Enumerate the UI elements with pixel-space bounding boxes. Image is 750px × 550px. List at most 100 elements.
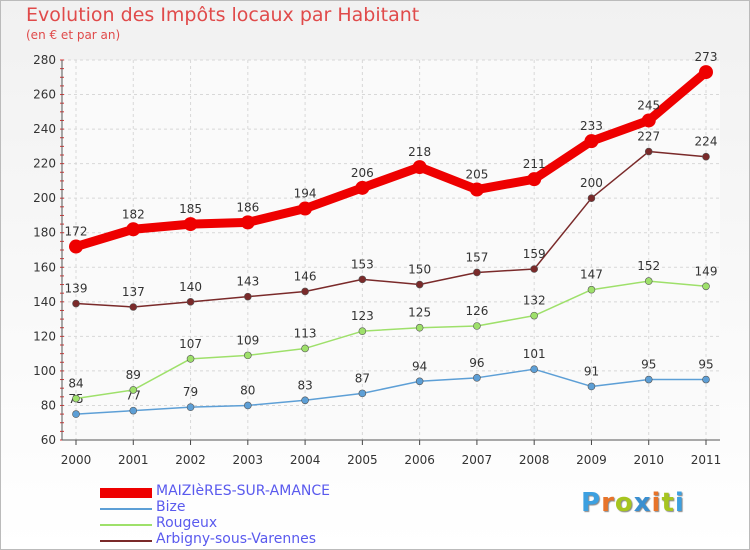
data-point [69, 239, 83, 254]
data-point [129, 406, 138, 415]
data-label: 186 [236, 200, 259, 214]
data-point [415, 377, 424, 386]
data-point [527, 172, 542, 187]
data-point [358, 327, 367, 335]
data-point [301, 287, 309, 296]
data-label: 233 [580, 119, 603, 133]
data-point [72, 394, 80, 403]
data-label: 200 [580, 176, 603, 190]
x-tick-label: 2000 [61, 453, 92, 467]
x-tick-label: 2002 [175, 453, 206, 467]
data-label: 95 [698, 358, 713, 372]
x-tick-label: 2003 [233, 453, 264, 467]
data-point [358, 275, 367, 284]
legend-label-rougeux: Rougeux [156, 515, 218, 531]
data-label: 77 [126, 389, 141, 403]
data-label: 172 [65, 225, 88, 239]
y-tick-label: 160 [33, 260, 56, 274]
data-point [587, 194, 596, 202]
data-label: 125 [408, 306, 431, 320]
x-tick-label: 2010 [633, 453, 664, 467]
y-tick-label: 280 [33, 53, 56, 67]
y-tick-label: 120 [33, 329, 56, 343]
series-line-3 [75, 150, 707, 308]
x-tick-label: 2011 [691, 453, 722, 467]
data-point [72, 299, 80, 308]
data-label: 185 [179, 202, 202, 216]
logo-letter: r [601, 488, 615, 518]
data-point [473, 374, 481, 382]
data-point [530, 265, 538, 273]
y-tick-label: 80 [41, 398, 56, 412]
logo-letter: o [614, 488, 634, 518]
data-point [186, 403, 195, 411]
data-label: 107 [179, 337, 202, 351]
logo-letter: i [651, 488, 662, 518]
data-label: 159 [523, 247, 546, 261]
data-label: 227 [637, 130, 660, 144]
x-tick-label: 2007 [462, 453, 493, 467]
data-point [301, 396, 309, 405]
data-label: 83 [297, 378, 312, 392]
data-label: 139 [65, 282, 88, 296]
data-label: 126 [465, 304, 488, 318]
data-label: 89 [126, 368, 141, 382]
logo-letter: x [633, 488, 652, 518]
data-point [644, 375, 653, 384]
series-line-1 [75, 368, 707, 415]
legend-swatch-maizieres [100, 488, 152, 498]
x-tick-label: 2009 [576, 453, 607, 467]
data-point [702, 282, 710, 291]
y-tick-label: 180 [33, 226, 56, 240]
data-label: 132 [523, 294, 546, 308]
y-tick-label: 240 [33, 122, 56, 136]
data-label: 123 [351, 309, 374, 323]
proxiti-logo: Proxiti [581, 488, 685, 518]
data-label: 147 [580, 268, 603, 282]
data-point [473, 268, 481, 277]
data-point [355, 180, 370, 195]
legend-label-arbigny: Arbigny-sous-Varennes [156, 531, 317, 547]
data-point [702, 375, 710, 384]
data-label: 245 [637, 98, 660, 112]
logo-letter: P [581, 488, 602, 518]
y-tick-label: 60 [41, 433, 56, 447]
x-tick-label: 2004 [290, 453, 321, 467]
legend-swatch-arbigny [100, 540, 152, 542]
logo-letter: t [661, 488, 675, 518]
legend-label-bize: Bize [156, 499, 186, 515]
data-label: 194 [294, 187, 317, 201]
data-label: 79 [183, 385, 198, 399]
y-tick-label: 200 [33, 191, 56, 205]
series-line-0 [71, 67, 711, 252]
data-point [240, 215, 255, 230]
series-line-2 [75, 280, 707, 400]
data-point [415, 323, 424, 332]
data-label: 96 [469, 356, 484, 370]
data-label: 157 [465, 250, 488, 264]
data-point [641, 113, 656, 128]
x-tick-label: 2005 [347, 453, 378, 467]
data-point [186, 355, 195, 363]
data-point [358, 389, 367, 398]
data-point [301, 344, 309, 353]
data-label: 218 [408, 145, 431, 159]
data-point [702, 152, 710, 161]
chart-subtitle: (en € et par an) [26, 28, 121, 42]
data-label: 87 [355, 371, 370, 385]
y-tick-label: 220 [33, 157, 56, 171]
data-point [587, 382, 596, 391]
data-point [587, 285, 596, 294]
data-point [412, 160, 427, 175]
x-tick-label: 2001 [118, 453, 149, 467]
data-label: 140 [179, 280, 202, 294]
data-label: 84 [68, 377, 83, 391]
data-point [530, 311, 538, 320]
data-label: 94 [412, 359, 427, 373]
data-point [644, 147, 653, 156]
data-label: 80 [240, 383, 255, 397]
data-point [298, 201, 313, 216]
data-label: 150 [408, 263, 431, 277]
data-label: 224 [695, 135, 718, 149]
